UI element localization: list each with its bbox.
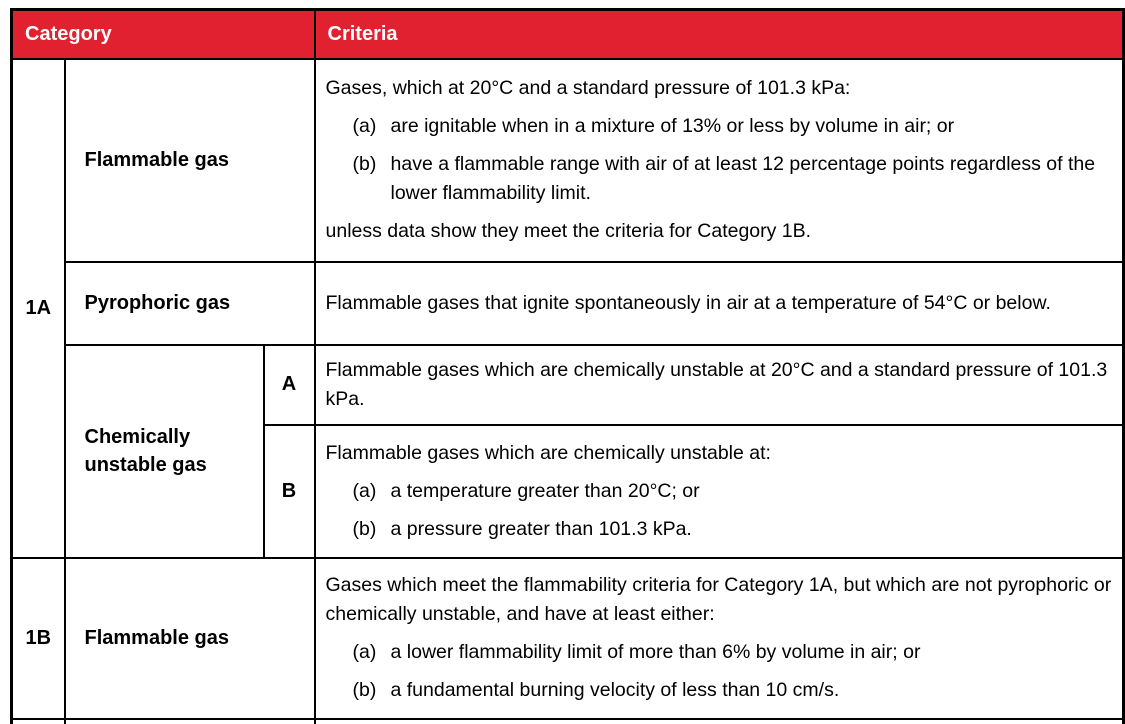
gas-type-cell-pyrophoric: Pyrophoric gas xyxy=(63,260,316,346)
item-text: are ignitable when in a mixture of 13% o… xyxy=(390,115,955,137)
item-marker: (a) xyxy=(352,479,377,502)
sub-category-cell-b: B xyxy=(262,423,316,559)
criteria-item-b: (b) have a flammable range with air of a… xyxy=(326,150,1113,208)
criteria-item-b: (b) a fundamental burning velocity of le… xyxy=(326,676,1113,705)
item-marker: (b) xyxy=(352,679,377,701)
item-text: a pressure greater than 101.3 kPa. xyxy=(390,517,692,540)
criteria-cell-chem-unstable-b: Flammable gases which are chemically uns… xyxy=(313,423,1125,559)
criteria-cell-chem-unstable-a: Flammable gases which are chemically uns… xyxy=(313,343,1125,426)
gas-type-cell-chem-unstable: Chemically unstable gas xyxy=(63,343,265,559)
header-cell-criteria: Criteria xyxy=(313,8,1125,60)
item-text: a fundamental burning velocity of less t… xyxy=(390,679,840,701)
gas-type-cell-flammable-1b: Flammable gas xyxy=(63,556,316,720)
gas-type-cell-flammable-1a: Flammable gas xyxy=(63,57,316,263)
item-marker: (b) xyxy=(352,517,377,540)
row-1a-flammable-gas: 1A Flammable gas Gases, which at 20°C an… xyxy=(10,57,1125,559)
partial-row-criteria-cell xyxy=(313,717,1125,724)
criteria-lead: Flammable gases which are chemically uns… xyxy=(325,441,771,464)
criteria-item-a: (a) a temperature greater than 20°C; or xyxy=(326,477,1113,506)
criteria-lead: Gases, which at 20°C and a standard pres… xyxy=(325,77,851,99)
item-marker: (b) xyxy=(352,153,377,175)
category-cell-1b: 1B xyxy=(10,556,66,720)
header-cell-category: Category xyxy=(10,8,316,60)
sub-category-cell-a: A xyxy=(262,343,316,426)
criteria-item-a: (a) are ignitable when in a mixture of 1… xyxy=(326,112,1113,141)
table-header-row: Category Criteria xyxy=(10,8,1125,60)
criteria-lead: Gases which meet the flammability criter… xyxy=(325,574,1112,625)
gas-classification-table: Category Criteria 1A Flammable gas Gases… xyxy=(10,8,1125,724)
category-cell-1a: 1A xyxy=(10,57,66,559)
criteria-tail: unless data show they meet the criteria … xyxy=(325,220,812,242)
partial-row-type-cell xyxy=(63,717,316,724)
row-1a-chem-unstable-b: B Flammable gases which are chemically u… xyxy=(12,423,1125,559)
criteria-item-a: (a) a lower flammability limit of more t… xyxy=(326,638,1113,667)
criteria-item-b: (b) a pressure greater than 101.3 kPa. xyxy=(326,515,1113,544)
row-1a-chem-unstable-a: Chemically unstable gas A Flammable gase… xyxy=(12,343,1125,559)
item-marker: (a) xyxy=(352,115,377,137)
criteria-cell-flammable-1b: Gases which meet the flammability criter… xyxy=(313,556,1125,720)
criteria-cell-flammable-1a: Gases, which at 20°C and a standard pres… xyxy=(313,57,1125,263)
item-text: a lower flammability limit of more than … xyxy=(390,641,921,663)
criteria-cell-pyrophoric: Flammable gases that ignite spontaneousl… xyxy=(313,260,1125,346)
row-1a-pyrophoric-gas: Pyrophoric gas Flammable gases that igni… xyxy=(12,260,1125,346)
item-marker: (a) xyxy=(352,641,377,663)
criteria-text: Flammable gases which are chemically uns… xyxy=(325,358,1108,410)
row-partial-cutoff xyxy=(10,717,1125,724)
criteria-text: Flammable gases that ignite spontaneousl… xyxy=(325,291,1051,314)
partial-row-category-cell xyxy=(10,717,66,724)
item-text: have a flammable range with air of at le… xyxy=(390,153,1096,204)
row-1b-flammable-gas: 1B Flammable gas Gases which meet the fl… xyxy=(10,556,1125,720)
item-text: a temperature greater than 20°C; or xyxy=(390,479,700,502)
